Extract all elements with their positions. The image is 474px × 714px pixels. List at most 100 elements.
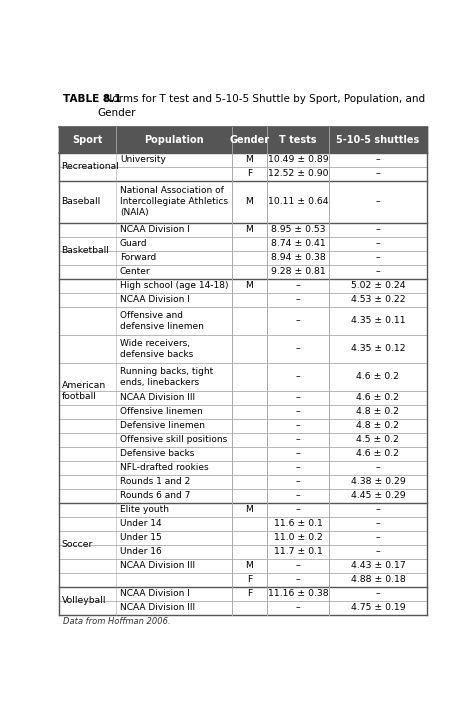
Text: F: F [247, 575, 252, 584]
Text: –: – [375, 463, 380, 472]
Text: Offensive and
defensive linemen: Offensive and defensive linemen [120, 311, 204, 331]
Text: 4.38 ± 0.29: 4.38 ± 0.29 [351, 477, 405, 486]
Text: Gender: Gender [229, 135, 269, 145]
Text: Baseball: Baseball [62, 197, 100, 206]
Text: 11.16 ± 0.38: 11.16 ± 0.38 [268, 589, 328, 598]
Text: 4.43 ± 0.17: 4.43 ± 0.17 [351, 561, 405, 570]
Text: Rounds 1 and 2: Rounds 1 and 2 [120, 477, 190, 486]
Text: –: – [375, 169, 380, 178]
Text: 4.6 ± 0.2: 4.6 ± 0.2 [356, 372, 400, 381]
Text: Forward: Forward [120, 253, 156, 262]
Text: American
football: American football [62, 381, 106, 401]
Text: F: F [247, 589, 252, 598]
Text: National Association of
Intercollegiate Athletics
(NAIA): National Association of Intercollegiate … [120, 186, 228, 217]
Text: Under 14: Under 14 [120, 519, 162, 528]
Text: Running backs, tight
ends, linebackers: Running backs, tight ends, linebackers [120, 367, 213, 386]
Text: M: M [246, 155, 253, 164]
Text: 4.6 ± 0.2: 4.6 ± 0.2 [356, 449, 400, 458]
Text: Under 15: Under 15 [120, 533, 162, 542]
Text: 11.0 ± 0.2: 11.0 ± 0.2 [273, 533, 322, 542]
Text: 10.11 ± 0.64: 10.11 ± 0.64 [268, 197, 328, 206]
Text: –: – [296, 421, 301, 430]
Text: 12.52 ± 0.90: 12.52 ± 0.90 [268, 169, 328, 178]
Text: NCAA Division III: NCAA Division III [120, 561, 195, 570]
Text: 9.28 ± 0.81: 9.28 ± 0.81 [271, 267, 326, 276]
Text: Population: Population [144, 135, 204, 145]
Text: 8.95 ± 0.53: 8.95 ± 0.53 [271, 225, 325, 234]
Text: –: – [375, 253, 380, 262]
Text: Offensive skill positions: Offensive skill positions [120, 435, 227, 444]
Text: TABLE 8.1: TABLE 8.1 [63, 94, 121, 104]
Text: M: M [246, 505, 253, 514]
Text: –: – [296, 295, 301, 304]
Text: 4.53 ± 0.22: 4.53 ± 0.22 [351, 295, 405, 304]
Text: Volleyball: Volleyball [62, 596, 106, 605]
Text: 4.8 ± 0.2: 4.8 ± 0.2 [356, 421, 400, 430]
Text: 4.35 ± 0.11: 4.35 ± 0.11 [351, 316, 405, 325]
Text: Defensive linemen: Defensive linemen [120, 421, 205, 430]
Text: –: – [375, 225, 380, 234]
Text: 11.6 ± 0.1: 11.6 ± 0.1 [273, 519, 322, 528]
Text: –: – [296, 491, 301, 500]
Text: 5.02 ± 0.24: 5.02 ± 0.24 [351, 281, 405, 290]
Text: –: – [296, 463, 301, 472]
Text: T tests: T tests [279, 135, 317, 145]
Text: –: – [296, 393, 301, 402]
Text: University: University [120, 155, 166, 164]
Text: 11.7 ± 0.1: 11.7 ± 0.1 [273, 547, 322, 556]
Text: M: M [246, 561, 253, 570]
Text: 8.74 ± 0.41: 8.74 ± 0.41 [271, 239, 326, 248]
Text: –: – [375, 547, 380, 556]
Text: 4.5 ± 0.2: 4.5 ± 0.2 [356, 435, 400, 444]
Text: NCAA Division I: NCAA Division I [120, 589, 190, 598]
Bar [59, 127, 427, 153]
Text: 10.49 ± 0.89: 10.49 ± 0.89 [268, 155, 328, 164]
Text: High school (age 14-18): High school (age 14-18) [120, 281, 228, 290]
Text: –: – [296, 561, 301, 570]
Text: NCAA Division III: NCAA Division III [120, 393, 195, 402]
Text: Data from Hoffman 2006.: Data from Hoffman 2006. [63, 617, 171, 625]
Text: Soccer: Soccer [62, 540, 93, 549]
Text: Wide receivers,
defensive backs: Wide receivers, defensive backs [120, 339, 193, 358]
Text: NFL-drafted rookies: NFL-drafted rookies [120, 463, 209, 472]
Text: Recreational: Recreational [62, 162, 119, 171]
Text: –: – [375, 519, 380, 528]
Text: 4.45 ± 0.29: 4.45 ± 0.29 [351, 491, 405, 500]
Text: Sport: Sport [73, 135, 103, 145]
Text: M: M [246, 197, 253, 206]
Text: –: – [296, 407, 301, 416]
Text: –: – [375, 155, 380, 164]
Text: –: – [296, 372, 301, 381]
Text: NCAA Division I: NCAA Division I [120, 295, 190, 304]
Text: –: – [375, 267, 380, 276]
Text: Defensive backs: Defensive backs [120, 449, 194, 458]
Text: NCAA Division III: NCAA Division III [120, 603, 195, 612]
Text: 4.88 ± 0.18: 4.88 ± 0.18 [351, 575, 405, 584]
Text: –: – [375, 589, 380, 598]
Text: –: – [296, 477, 301, 486]
Text: F: F [247, 169, 252, 178]
Text: –: – [296, 435, 301, 444]
Text: 5-10-5 shuttles: 5-10-5 shuttles [336, 135, 419, 145]
Text: 4.6 ± 0.2: 4.6 ± 0.2 [356, 393, 400, 402]
Text: 4.35 ± 0.12: 4.35 ± 0.12 [351, 344, 405, 353]
Text: –: – [296, 449, 301, 458]
Text: Basketball: Basketball [62, 246, 109, 255]
Text: –: – [296, 316, 301, 325]
Text: –: – [375, 239, 380, 248]
Text: 4.75 ± 0.19: 4.75 ± 0.19 [351, 603, 405, 612]
Text: –: – [296, 344, 301, 353]
Text: Guard: Guard [120, 239, 147, 248]
Text: 8.94 ± 0.38: 8.94 ± 0.38 [271, 253, 326, 262]
Text: Offensive linemen: Offensive linemen [120, 407, 202, 416]
Text: Center: Center [120, 267, 150, 276]
Text: –: – [296, 505, 301, 514]
Text: Norms for T test and 5-10-5 Shuttle by Sport, Population, and
Gender: Norms for T test and 5-10-5 Shuttle by S… [98, 94, 425, 118]
Text: –: – [296, 603, 301, 612]
Text: Elite youth: Elite youth [120, 505, 169, 514]
Text: –: – [296, 281, 301, 290]
Text: –: – [375, 533, 380, 542]
Text: Under 16: Under 16 [120, 547, 162, 556]
Text: –: – [375, 505, 380, 514]
Text: M: M [246, 225, 253, 234]
